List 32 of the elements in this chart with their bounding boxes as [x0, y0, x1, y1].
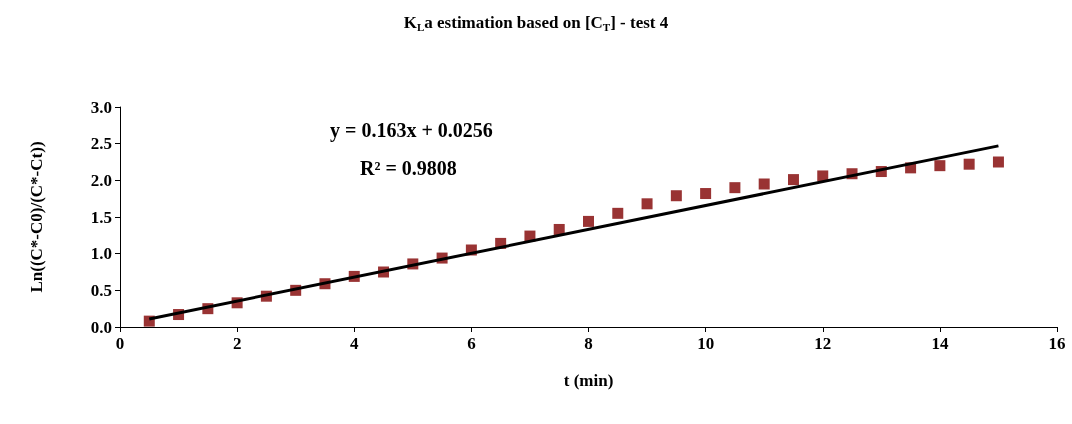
- point: [963, 158, 975, 170]
- annotation: y = 0.163x + 0.0256: [330, 119, 493, 142]
- point: [700, 188, 712, 200]
- y-tick-label: 0.5: [90, 280, 112, 300]
- point: [641, 198, 653, 210]
- y-tick-label: 1.5: [90, 207, 112, 227]
- point: [817, 170, 829, 182]
- y-tick-label: 2.0: [90, 170, 112, 190]
- x-axis-title: t (min): [563, 371, 614, 390]
- x-tick-label: 8: [584, 334, 593, 353]
- x-tick-label: 0: [115, 334, 125, 353]
- y-tick-label: 0.0: [90, 317, 112, 337]
- y-axis-title: Ln((C*-C0)/(C*-Ct)): [27, 141, 46, 293]
- x-tick-label: 2: [232, 334, 242, 353]
- x-tick-label: 10: [697, 334, 715, 353]
- x-tick-label: 16: [1048, 334, 1066, 353]
- point: [729, 182, 741, 194]
- point: [992, 156, 1004, 168]
- point: [670, 190, 682, 202]
- point: [787, 174, 799, 186]
- y-tick-label: 1.0: [90, 244, 112, 264]
- y-tick-label: 3.0: [90, 97, 112, 117]
- x-tick-label: 12: [814, 334, 832, 353]
- x-tick-label: 6: [467, 334, 476, 353]
- point: [758, 178, 770, 190]
- x-tick-label: 14: [931, 334, 949, 353]
- y-tick-label: 2.5: [90, 134, 112, 154]
- annotation: R² = 0.9808: [360, 157, 457, 179]
- x-tick-label: 4: [350, 334, 359, 353]
- point: [612, 207, 624, 219]
- point: [583, 215, 594, 227]
- point: [934, 160, 946, 172]
